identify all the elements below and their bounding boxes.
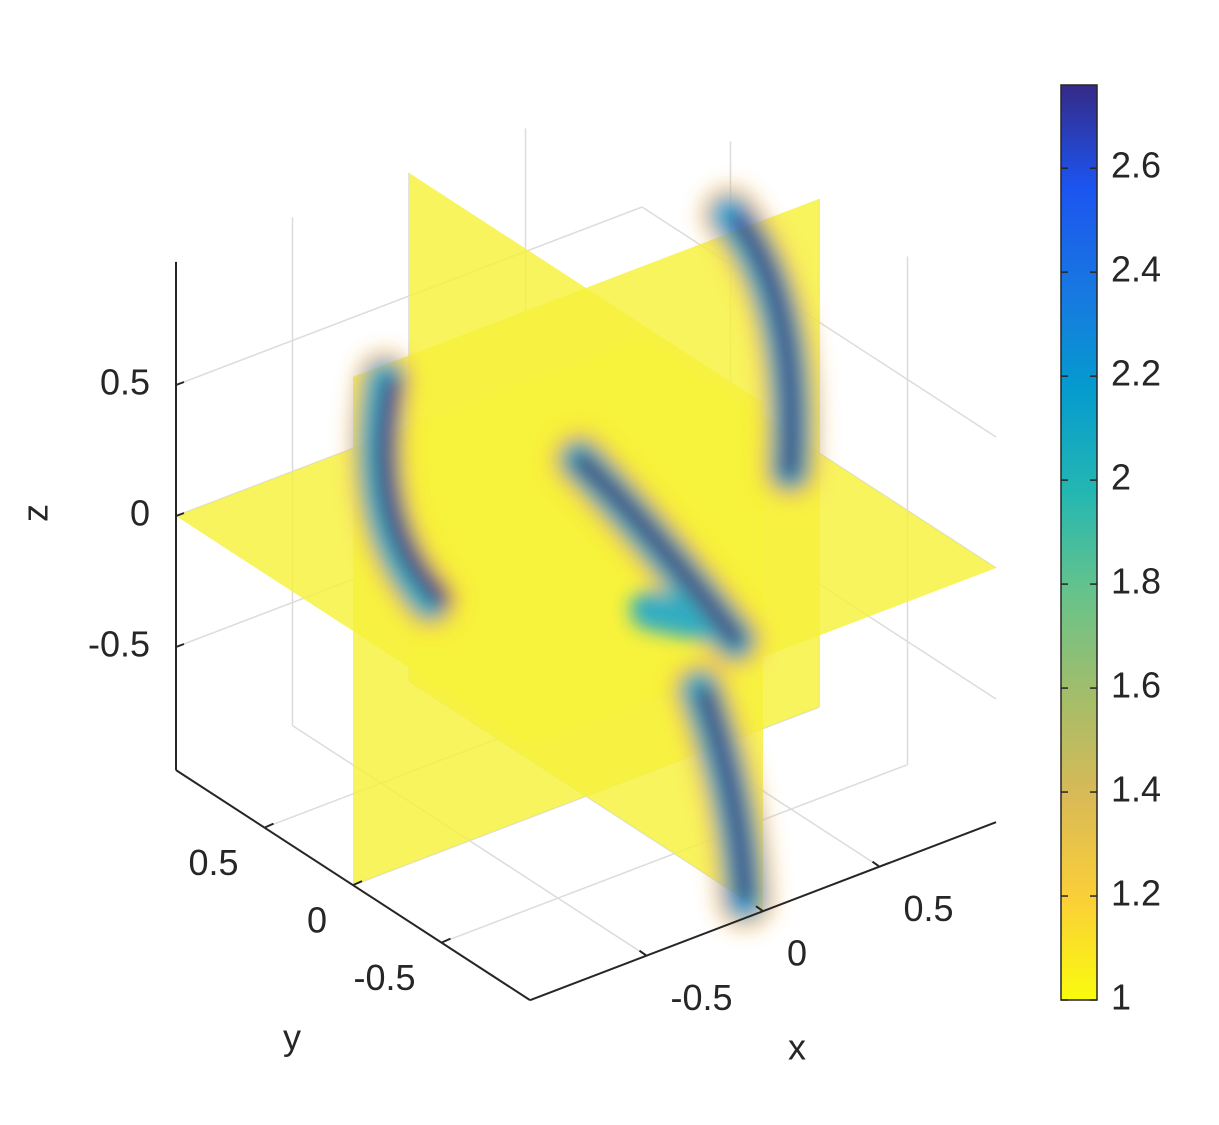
- x-tick: [755, 905, 764, 912]
- slice-plane: [176, 338, 996, 746]
- z-tick: [175, 643, 185, 648]
- slices: [176, 172, 996, 912]
- x-tick: [638, 949, 648, 957]
- z-tick-label: 0: [130, 493, 150, 534]
- colorbar-tick-label: 1: [1111, 977, 1131, 1018]
- x-axis-label: x: [788, 1027, 806, 1068]
- axes: -0.5 0 0.5 -0.5 0 0.5 -0.5 0 0.5: [88, 261, 997, 1018]
- z-axis-label: z: [15, 504, 56, 522]
- field-pattern: [347, 184, 823, 931]
- z-tick: [175, 381, 185, 386]
- colorbar-tick-label: 1.6: [1111, 665, 1161, 706]
- x-tick-label: -0.5: [671, 977, 733, 1018]
- z-tick-label: 0.5: [100, 362, 150, 403]
- colorbar-tick-label: 2.6: [1111, 145, 1161, 186]
- colorbar-tick-label: 2.4: [1111, 249, 1161, 290]
- colorbar: [1060, 84, 1098, 1001]
- colorbar-tick-label: 1.2: [1111, 873, 1161, 914]
- z-tick-label: -0.5: [88, 624, 150, 665]
- x-tick-label: 0.5: [904, 888, 954, 929]
- y-tick: [441, 937, 451, 944]
- colorbar-tick-label: 1.4: [1111, 769, 1161, 810]
- colorbar-tick-label: 2: [1111, 457, 1131, 498]
- colorbar-tick-label: 1.8: [1111, 561, 1161, 602]
- z-tick: [175, 512, 185, 517]
- y-tick: [352, 880, 363, 887]
- y-tick: [264, 822, 274, 829]
- colorbar-tick-label: 2.2: [1111, 353, 1161, 394]
- x-tick-label: 0: [787, 933, 807, 974]
- y-tick-label: 0.5: [188, 842, 238, 883]
- y-axis-label: y: [283, 1017, 301, 1058]
- y-tick-label: -0.5: [353, 957, 415, 998]
- x-tick: [871, 860, 881, 868]
- y-tick-label: 0: [307, 900, 327, 941]
